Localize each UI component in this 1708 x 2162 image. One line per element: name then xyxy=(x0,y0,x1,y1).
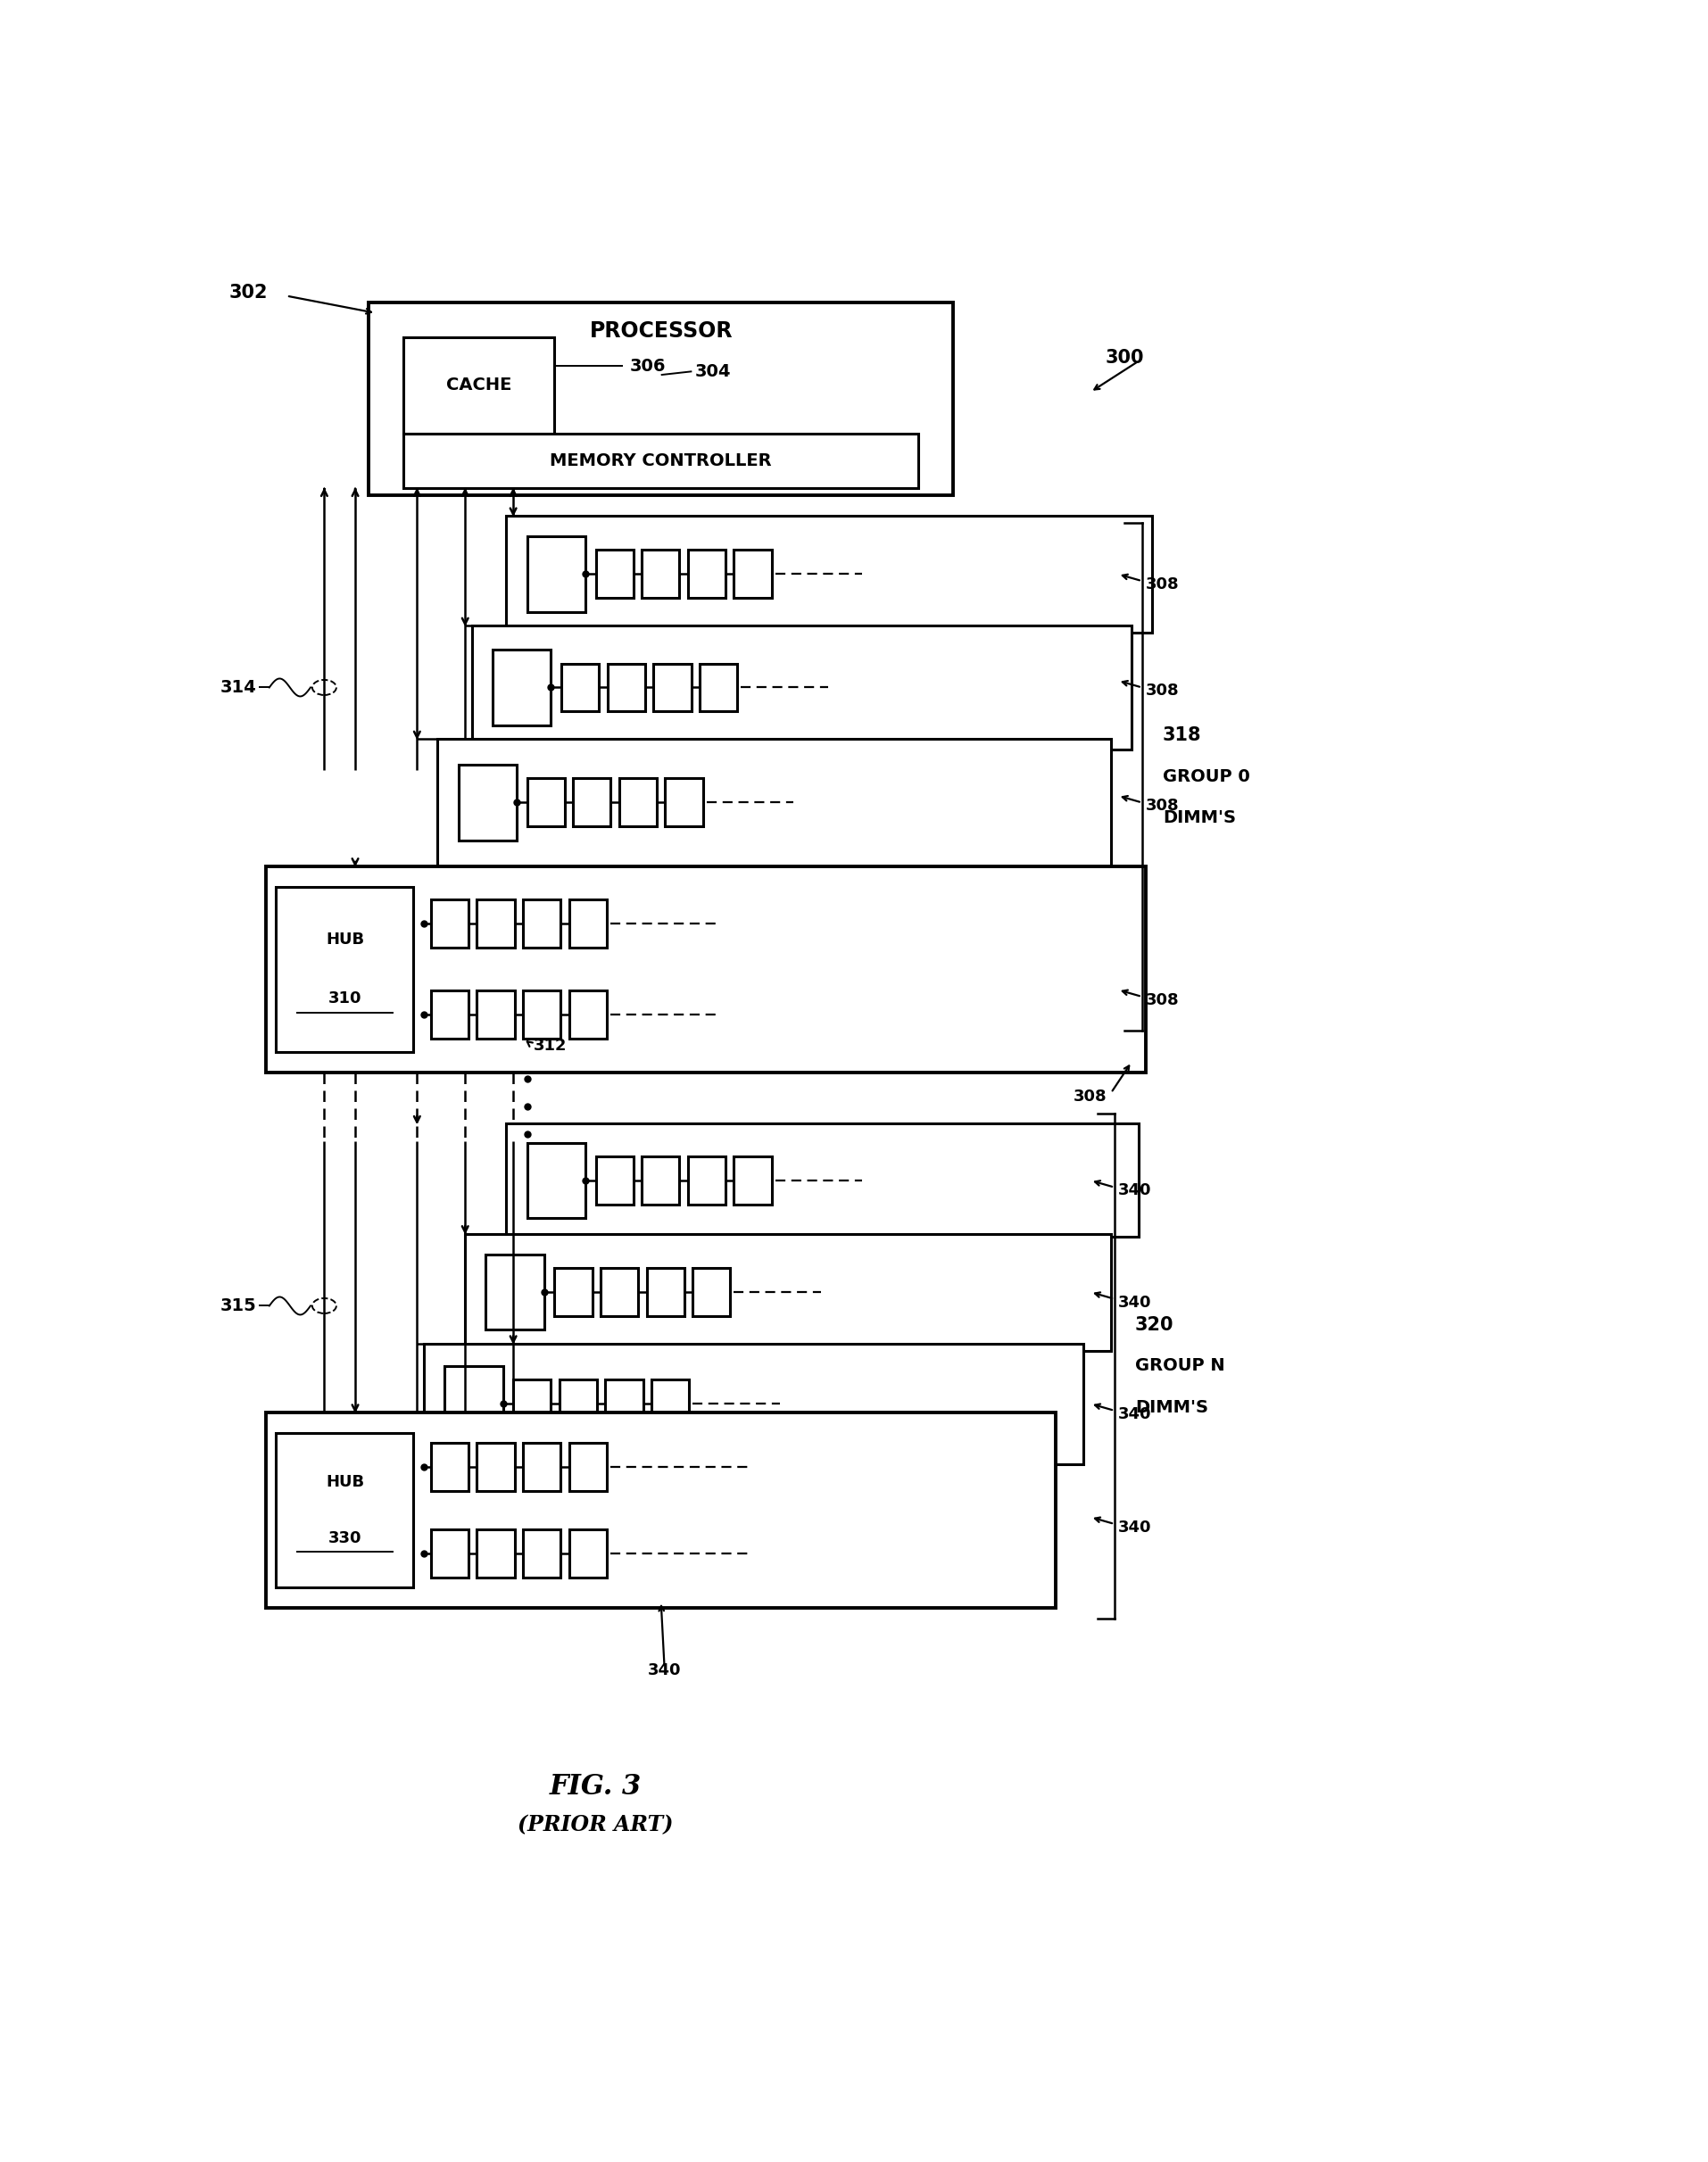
Bar xyxy=(266,867,1146,1072)
Text: 308: 308 xyxy=(1146,683,1179,698)
Bar xyxy=(734,549,772,599)
Bar xyxy=(559,1379,598,1427)
Text: DIMM'S: DIMM'S xyxy=(1163,809,1237,826)
Text: 340: 340 xyxy=(1119,1520,1151,1535)
Bar xyxy=(700,664,738,711)
Text: 340: 340 xyxy=(1119,1405,1151,1423)
Text: 308: 308 xyxy=(1146,577,1179,592)
Bar xyxy=(528,1144,586,1217)
Text: 302: 302 xyxy=(229,283,268,301)
Bar xyxy=(569,1529,606,1578)
Bar xyxy=(477,899,514,947)
Bar xyxy=(437,739,1110,867)
Text: 340: 340 xyxy=(1119,1295,1151,1310)
Text: HUB: HUB xyxy=(326,1474,364,1490)
Text: 318: 318 xyxy=(1163,726,1201,744)
Bar xyxy=(572,778,611,826)
Text: 340: 340 xyxy=(1119,1183,1151,1198)
Text: 300: 300 xyxy=(1105,348,1144,368)
Text: 308: 308 xyxy=(1146,992,1179,1007)
Text: FIG. 3: FIG. 3 xyxy=(550,1773,642,1801)
Bar xyxy=(477,1442,514,1492)
Bar xyxy=(688,549,726,599)
Text: 308: 308 xyxy=(1146,798,1179,815)
Bar xyxy=(562,664,600,711)
Bar xyxy=(506,1124,1139,1237)
Text: 340: 340 xyxy=(647,1663,681,1678)
Text: 304: 304 xyxy=(695,363,731,381)
Bar xyxy=(523,899,560,947)
Text: 312: 312 xyxy=(535,1038,567,1053)
Bar xyxy=(569,990,606,1038)
Bar xyxy=(477,1529,514,1578)
Text: 308: 308 xyxy=(1074,1087,1107,1105)
Text: GROUP 0: GROUP 0 xyxy=(1163,768,1250,785)
Bar xyxy=(403,337,555,432)
Bar xyxy=(528,778,565,826)
Bar xyxy=(692,1269,731,1317)
Bar xyxy=(403,432,919,489)
Bar xyxy=(596,1157,634,1204)
Text: GROUP N: GROUP N xyxy=(1136,1358,1225,1375)
Bar xyxy=(506,517,1153,633)
Bar xyxy=(654,664,692,711)
Bar xyxy=(430,990,468,1038)
Bar xyxy=(523,1442,560,1492)
Text: HUB: HUB xyxy=(326,932,364,947)
Bar xyxy=(277,1433,413,1587)
Bar xyxy=(485,1254,545,1330)
Text: 315: 315 xyxy=(220,1297,256,1314)
Bar xyxy=(688,1157,726,1204)
Bar xyxy=(430,1529,468,1578)
Bar xyxy=(608,664,646,711)
Bar xyxy=(369,303,953,495)
Bar xyxy=(601,1269,639,1317)
Bar xyxy=(523,990,560,1038)
Bar xyxy=(430,1442,468,1492)
Bar xyxy=(596,549,634,599)
Bar xyxy=(555,1269,593,1317)
Bar xyxy=(458,765,516,841)
Text: 306: 306 xyxy=(630,357,666,374)
Bar xyxy=(523,1529,560,1578)
Bar xyxy=(430,899,468,947)
Text: DIMM'S: DIMM'S xyxy=(1136,1399,1208,1416)
Bar xyxy=(605,1379,644,1427)
Text: 310: 310 xyxy=(328,990,362,1007)
Bar xyxy=(444,1366,502,1442)
Text: (PRIOR ART): (PRIOR ART) xyxy=(518,1814,673,1836)
Bar xyxy=(528,536,586,612)
Bar xyxy=(647,1269,685,1317)
Bar xyxy=(465,1235,1110,1351)
Bar xyxy=(651,1379,688,1427)
Bar xyxy=(569,899,606,947)
Bar xyxy=(734,1157,772,1204)
Bar xyxy=(424,1343,1083,1464)
Text: MEMORY CONTROLLER: MEMORY CONTROLLER xyxy=(550,452,772,469)
Text: 320: 320 xyxy=(1136,1317,1173,1334)
Bar xyxy=(492,651,552,724)
Text: 314: 314 xyxy=(220,679,256,696)
Bar xyxy=(477,990,514,1038)
Text: CACHE: CACHE xyxy=(446,376,512,393)
Bar xyxy=(512,1379,552,1427)
Bar xyxy=(471,625,1132,750)
Bar xyxy=(642,549,680,599)
Text: 330: 330 xyxy=(328,1531,362,1546)
Bar xyxy=(569,1442,606,1492)
Bar xyxy=(642,1157,680,1204)
Bar xyxy=(664,778,704,826)
Bar xyxy=(618,778,658,826)
Bar xyxy=(266,1412,1056,1609)
Bar xyxy=(277,886,413,1051)
Text: PROCESSOR: PROCESSOR xyxy=(589,320,733,342)
